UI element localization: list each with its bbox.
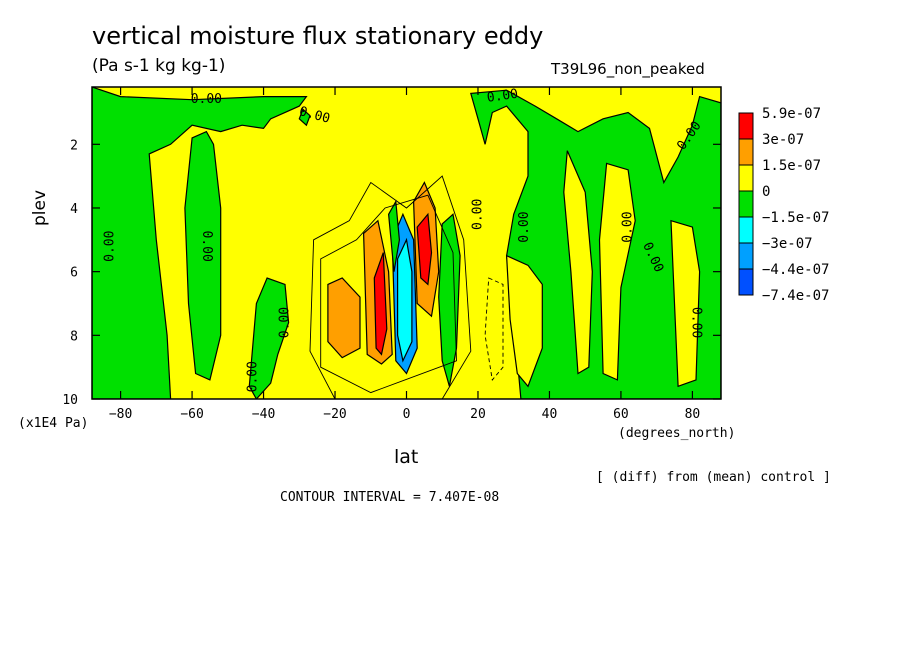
contour-label-2: 0.00	[486, 87, 519, 106]
contour-region-pos-max	[373, 252, 388, 356]
chart-title: vertical moisture flux stationary eddy	[92, 22, 544, 50]
contour-line-middle	[320, 194, 457, 394]
y-tick-label: 2	[70, 138, 78, 153]
contour-region-zero-pocket	[505, 254, 543, 388]
contour-line-negative-dashed	[484, 277, 504, 381]
legend-label: 0	[762, 184, 770, 200]
x-axis-units: (degrees_north)	[618, 426, 736, 441]
contour-label-11: 0.00	[688, 307, 703, 338]
contour-label-4: 0.00	[199, 231, 214, 262]
run-label: T39L96_non_peaked	[551, 60, 705, 78]
x-tick-label: −60	[180, 407, 203, 422]
contour-region-neg-south	[92, 87, 308, 399]
contour-region-neg-equator	[438, 213, 461, 387]
x-tick-label: −20	[323, 407, 346, 422]
contour-region-neg-top	[298, 108, 311, 127]
x-tick-label: 20	[470, 407, 486, 422]
legend-label: 5.9e-07	[762, 106, 821, 122]
x-axis-label: lat	[394, 446, 419, 468]
contour-region-neg-low	[248, 277, 290, 399]
contour-region-zero-pocket-3	[598, 162, 636, 381]
contour-fills	[92, 87, 721, 399]
chart-units: (Pa s-1 kg kg-1)	[92, 56, 226, 76]
y-tick-label: 4	[70, 202, 78, 217]
y-tick-label: 8	[70, 329, 78, 344]
contour-interval: CONTOUR INTERVAL = 7.407E-08	[280, 490, 500, 505]
legend-swatch	[738, 216, 754, 244]
y-tick-label: 10	[62, 393, 78, 408]
contour-label-9: 0.00	[621, 211, 636, 242]
legend-swatch	[738, 190, 754, 218]
legend-swatch	[738, 138, 754, 166]
x-tick-label: 0	[403, 407, 411, 422]
legend-label: −7.4e-07	[762, 288, 829, 304]
y-axis-units: (x1E4 Pa)	[18, 416, 89, 431]
legend-swatch	[738, 268, 754, 296]
contour-region-neg-midlat	[184, 130, 222, 381]
legend-label: −1.5e-07	[762, 210, 829, 226]
legend-label: −3e-07	[762, 236, 813, 252]
x-tick-label: 40	[542, 407, 558, 422]
contour-region-pos-south	[327, 277, 361, 359]
contour-region-neg-core-inner	[397, 237, 413, 363]
x-tick-label: 80	[685, 407, 701, 422]
x-tick-label: −80	[109, 407, 132, 422]
contour-label-5: 0.00	[278, 307, 293, 338]
legend-swatch	[738, 164, 754, 192]
contour-label-8: 0.00	[517, 211, 532, 242]
contour-label-0: 0.00	[191, 92, 222, 107]
contour-region-pos-north-max	[416, 212, 433, 286]
x-tick-label: −40	[252, 407, 275, 422]
x-tick-label: 60	[613, 407, 629, 422]
contour-label-6: 0.00	[245, 361, 260, 392]
legend-swatch	[738, 112, 754, 140]
legend-swatch	[738, 242, 754, 270]
diff-note: [ (diff) from (mean) control ]	[596, 470, 831, 485]
legend-label: 3e-07	[762, 132, 804, 148]
y-tick-label: 6	[70, 266, 78, 281]
contour-region-zero-pocket-4	[670, 219, 701, 388]
contour-label-7: 0.00	[471, 199, 486, 230]
legend-label: 1.5e-07	[762, 158, 821, 174]
contour-label-3: 0.00	[102, 231, 117, 262]
contour-line-outer	[309, 175, 472, 399]
legend-label: −4.4e-07	[762, 262, 829, 278]
contour-region-zero-pocket-2	[563, 150, 593, 375]
